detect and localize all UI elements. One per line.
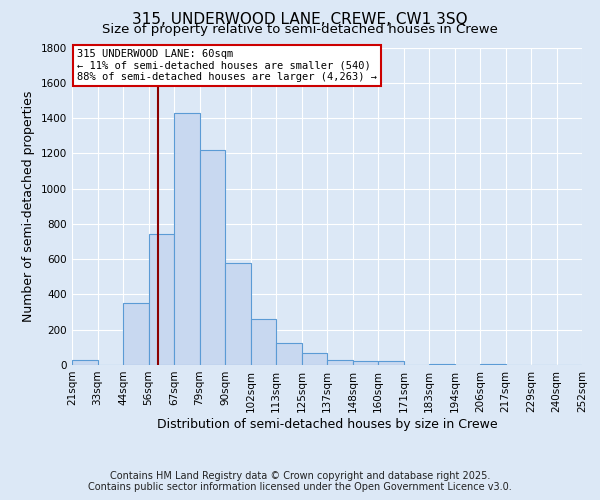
Bar xyxy=(327,360,353,365)
Bar xyxy=(72,360,97,365)
Bar xyxy=(225,262,251,365)
Text: Contains HM Land Registry data © Crown copyright and database right 2025.
Contai: Contains HM Land Registry data © Crown c… xyxy=(88,471,512,492)
Bar xyxy=(276,343,302,365)
X-axis label: Distribution of semi-detached houses by size in Crewe: Distribution of semi-detached houses by … xyxy=(157,418,497,430)
Bar xyxy=(123,304,149,365)
Bar xyxy=(480,364,505,365)
Bar xyxy=(251,319,276,365)
Bar xyxy=(149,234,174,365)
Text: Size of property relative to semi-detached houses in Crewe: Size of property relative to semi-detach… xyxy=(102,22,498,36)
Bar xyxy=(302,352,327,365)
Text: 315, UNDERWOOD LANE, CREWE, CW1 3SQ: 315, UNDERWOOD LANE, CREWE, CW1 3SQ xyxy=(132,12,468,28)
Text: 315 UNDERWOOD LANE: 60sqm
← 11% of semi-detached houses are smaller (540)
88% of: 315 UNDERWOOD LANE: 60sqm ← 11% of semi-… xyxy=(77,49,377,82)
Y-axis label: Number of semi-detached properties: Number of semi-detached properties xyxy=(22,90,35,322)
Bar xyxy=(199,150,225,365)
Bar xyxy=(429,364,455,365)
Bar xyxy=(353,362,378,365)
Bar xyxy=(378,362,404,365)
Bar xyxy=(174,113,199,365)
